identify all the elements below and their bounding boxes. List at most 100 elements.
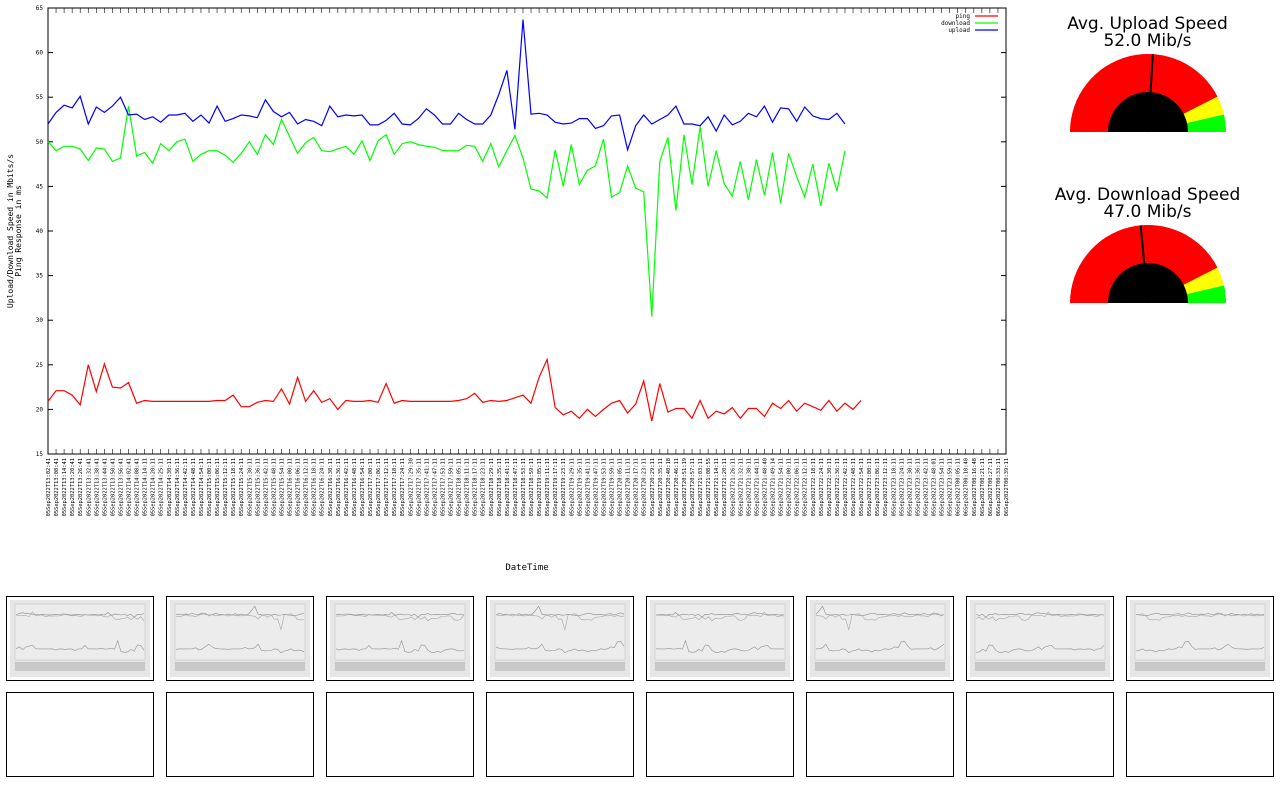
download-gauge-value: 47.0 Mib/s bbox=[1103, 202, 1192, 222]
gauge-needle bbox=[1139, 225, 1149, 304]
y-axis-title-line: Upload/Download Speed in Mbits/s bbox=[6, 154, 15, 308]
thumbnail-axis-labels bbox=[975, 662, 1105, 671]
gauge-needle bbox=[1146, 54, 1154, 133]
empty-thumbnail-slot bbox=[1126, 692, 1274, 777]
x-tick-label: 05Sep2022T17:47:11 bbox=[432, 458, 438, 516]
thumbnail-download-line bbox=[15, 611, 145, 621]
history-chart-thumbnail[interactable] bbox=[6, 596, 154, 681]
x-tick-label: 05Sep2022T22:36:11 bbox=[835, 458, 841, 516]
thumbnail-download-line bbox=[175, 612, 305, 631]
x-tick-label: 05Sep2022T23:00:11 bbox=[867, 458, 873, 516]
thumbnail-upload-line bbox=[1135, 612, 1265, 616]
history-chart-thumbnail[interactable] bbox=[1126, 596, 1274, 681]
x-tick-label: 05Sep2022T20:35:11 bbox=[658, 458, 664, 516]
x-tick-label: 05Sep2022T20:57:11 bbox=[690, 458, 696, 516]
x-tick-label: 05Sep2022T21:03:11 bbox=[698, 458, 704, 516]
history-chart-thumbnail[interactable] bbox=[166, 596, 314, 681]
x-tick-label: 06Sep2022T00:33:11 bbox=[996, 458, 1002, 516]
thumbnail-ping-line bbox=[495, 641, 625, 654]
thumbnail-upload-line bbox=[975, 612, 1105, 618]
thumbnail-chart-image bbox=[970, 600, 1110, 677]
thumbnail-download-line bbox=[656, 611, 785, 622]
x-tick-label: 05Sep2022T15:00:11 bbox=[207, 458, 213, 516]
thumbnail-plot-frame bbox=[974, 603, 1106, 661]
x-tick-label: 05Sep2022T23:42:11 bbox=[923, 458, 929, 516]
x-tick-label: 05Sep2022T15:24:11 bbox=[239, 458, 245, 516]
x-tick-label: 05Sep2022T20:17:11 bbox=[634, 458, 640, 516]
x-tick-label: 05Sep2022T21:54:11 bbox=[779, 458, 785, 516]
x-tick-label: 05Sep2022T18:05:11 bbox=[457, 458, 463, 516]
y-tick-label: 50 bbox=[36, 139, 44, 146]
x-tick-label: 05Sep2022T19:35:11 bbox=[577, 458, 583, 516]
x-tick-label: 05Sep2022T19:47:11 bbox=[593, 458, 599, 516]
x-tick-label: 05Sep2022T19:05:11 bbox=[537, 458, 543, 516]
history-chart-thumbnail[interactable] bbox=[486, 596, 634, 681]
x-tick-label: 05Sep2022T15:54:11 bbox=[279, 458, 285, 516]
x-tick-label: 05Sep2022T17:06:11 bbox=[376, 458, 382, 516]
x-tick-label: 05Sep2022T16:12:11 bbox=[304, 458, 310, 516]
legend-label-ping: ping bbox=[956, 13, 971, 20]
thumbnail-ping-line bbox=[335, 639, 465, 653]
x-tick-label: 05Sep2022T21:32:11 bbox=[738, 458, 744, 516]
gauge-hub bbox=[1107, 263, 1188, 303]
x-tick-label: 05Sep2022T17:53:11 bbox=[440, 458, 446, 516]
x-tick-label: 05Sep2022T13:38:41 bbox=[94, 458, 100, 516]
y-tick-label: 35 bbox=[36, 273, 44, 280]
x-axis-title: DateTime bbox=[505, 563, 548, 573]
thumbnail-chart-image bbox=[490, 600, 630, 677]
x-tick-label: 05Sep2022T14:36:11 bbox=[175, 458, 181, 516]
x-tick-label: 05Sep2022T19:59:11 bbox=[610, 458, 616, 516]
thumbnail-chart-image bbox=[650, 600, 790, 677]
x-tick-label: 05Sep2022T18:17:11 bbox=[473, 458, 479, 516]
x-tick-label: 05Sep2022T15:12:11 bbox=[223, 458, 229, 516]
thumbnail-plot-frame bbox=[334, 603, 466, 661]
thumbnail-plot-frame bbox=[174, 603, 306, 661]
x-tick-label: 05Sep2022T13:44:41 bbox=[102, 458, 108, 516]
history-chart-thumbnail[interactable] bbox=[966, 596, 1114, 681]
x-tick-label: 05Sep2022T13:14:41 bbox=[62, 458, 68, 516]
upload-gauge-panel: Avg. Upload Speed 52.0 Mib/s bbox=[1040, 16, 1255, 136]
gauge-hub bbox=[1107, 92, 1188, 132]
x-tick-label: 05Sep2022T22:18:11 bbox=[811, 458, 817, 516]
thumbnail-ping-line bbox=[816, 641, 945, 654]
y-tick-label: 65 bbox=[36, 5, 44, 12]
thumbnail-upload-line bbox=[335, 612, 465, 618]
thumbnail-chart-image bbox=[810, 600, 950, 677]
empty-thumbnail-slot bbox=[646, 692, 794, 777]
x-tick-label: 05Sep2022T14:20:11 bbox=[151, 458, 157, 516]
x-tick-label: 05Sep2022T17:24:11 bbox=[400, 458, 406, 516]
x-tick-label: 05Sep2022T15:36:11 bbox=[255, 458, 261, 516]
x-tick-label: 05Sep2022T16:18:11 bbox=[312, 458, 318, 516]
thumbnail-ping-line bbox=[15, 639, 145, 653]
series-line-upload bbox=[47, 19, 846, 153]
x-tick-label: 05Sep2022T21:08:55 bbox=[706, 458, 712, 516]
y-tick-label: 15 bbox=[36, 451, 44, 458]
x-tick-label: 05Sep2022T17:41:11 bbox=[424, 458, 430, 516]
legend-label-upload: upload bbox=[948, 27, 970, 34]
x-tick-label: 05Sep2022T15:18:11 bbox=[231, 458, 237, 516]
x-tick-label: 05Sep2022T19:41:11 bbox=[585, 458, 591, 516]
x-tick-label: 05Sep2022T22:24:11 bbox=[819, 458, 825, 516]
x-tick-label: 05Sep2022T14:08:41 bbox=[135, 458, 141, 516]
history-chart-thumbnail[interactable] bbox=[646, 596, 794, 681]
x-tick-label: 05Sep2022T22:48:11 bbox=[851, 458, 857, 516]
thumbnail-axis-labels bbox=[335, 662, 465, 671]
x-tick-label: 05Sep2022T19:29:11 bbox=[569, 458, 575, 516]
thumbnail-download-line bbox=[975, 611, 1105, 622]
empty-thumbnail-slot bbox=[6, 692, 154, 777]
y-axis-title-line: Ping Response in ms bbox=[14, 185, 23, 277]
x-tick-label: 05Sep2022T22:12:11 bbox=[803, 458, 809, 516]
x-tick-label: 06Sep2022T00:21:11 bbox=[980, 458, 986, 516]
thumbnail-ping-line bbox=[175, 643, 305, 654]
history-chart-thumbnail[interactable] bbox=[806, 596, 954, 681]
x-tick-label: 05Sep2022T21:48:40 bbox=[762, 458, 768, 516]
x-tick-label: 05Sep2022T18:11:11 bbox=[465, 458, 471, 516]
x-tick-label: 05Sep2022T22:06:11 bbox=[795, 458, 801, 516]
history-chart-thumbnail[interactable] bbox=[326, 596, 474, 681]
x-tick-label: 05Sep2022T21:14:11 bbox=[714, 458, 720, 516]
thumbnail-plot-frame bbox=[814, 603, 946, 661]
x-tick-label: 05Sep2022T18:59:11 bbox=[529, 458, 535, 516]
thumbnail-upload-line bbox=[175, 605, 305, 616]
x-tick-label: 05Sep2022T14:54:11 bbox=[199, 458, 205, 516]
x-tick-label: 05Sep2022T17:00:11 bbox=[368, 458, 374, 516]
